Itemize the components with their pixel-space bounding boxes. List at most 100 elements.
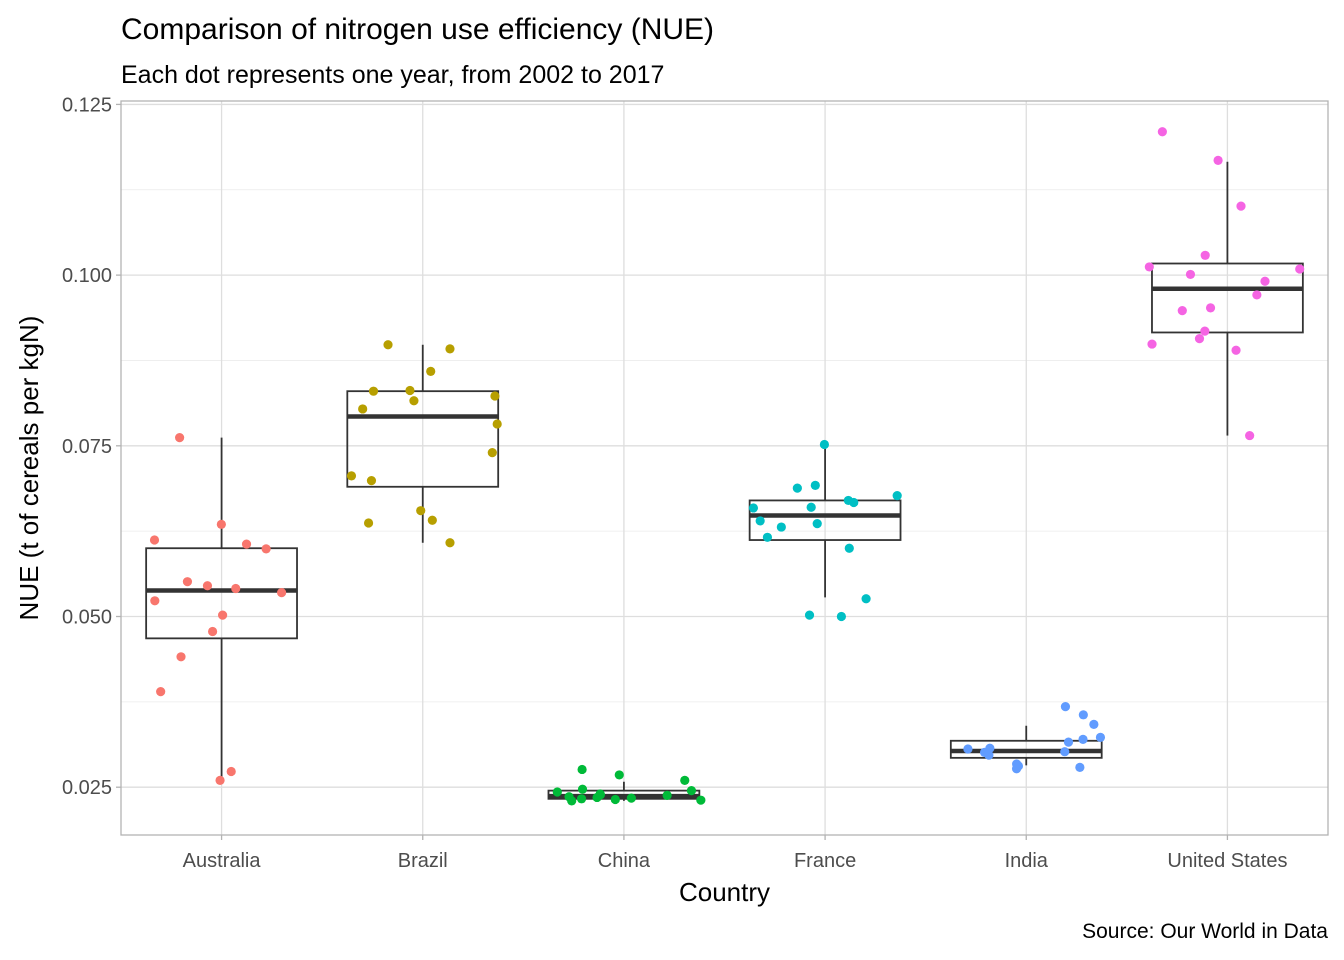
data-point (1260, 276, 1270, 286)
data-point (843, 495, 853, 506)
x-axis-title: Country (679, 877, 770, 907)
data-point (445, 538, 455, 548)
box-france (748, 444, 902, 598)
data-point (182, 577, 193, 587)
data-point (1177, 306, 1187, 316)
data-point (231, 583, 241, 594)
data-point (487, 448, 497, 458)
data-point (1060, 702, 1071, 712)
data-point (416, 506, 426, 516)
data-point (577, 784, 588, 794)
data-point (215, 775, 225, 785)
data-point (1295, 264, 1305, 274)
data-point (261, 544, 271, 554)
box-india (949, 725, 1103, 766)
data-point (1200, 326, 1210, 336)
data-point (1231, 345, 1241, 355)
data-point (1245, 430, 1255, 441)
chart-caption: Source: Our World in Data (1082, 920, 1328, 943)
x-tick-label: Brazil (398, 850, 448, 872)
data-point (1205, 303, 1216, 313)
chart-title: Comparison of nitrogen use efficiency (N… (121, 13, 715, 46)
data-point (844, 543, 854, 553)
points-australia (149, 433, 287, 785)
data-point (1157, 127, 1167, 137)
data-point (490, 391, 500, 401)
box-iqr (145, 547, 298, 640)
data-point (409, 396, 419, 406)
data-point (576, 794, 587, 804)
data-point (696, 795, 706, 805)
data-point (226, 766, 236, 777)
box-iqr (1151, 262, 1304, 334)
data-point (405, 385, 415, 396)
data-point (577, 764, 587, 775)
data-point (426, 366, 436, 376)
data-point (1089, 719, 1099, 729)
data-point (368, 386, 379, 396)
data-point (861, 594, 871, 604)
data-point (662, 790, 672, 800)
y-tick-label: 0.100 (62, 265, 112, 287)
data-point (892, 491, 902, 501)
data-point (1078, 734, 1088, 745)
data-point (595, 789, 605, 799)
data-point (1078, 710, 1088, 720)
data-point (277, 588, 287, 598)
data-point (445, 344, 455, 354)
data-point (366, 476, 377, 486)
data-point (149, 535, 160, 545)
data-point (762, 532, 773, 542)
points-france (748, 439, 902, 622)
data-point (963, 744, 973, 754)
points-china (552, 764, 706, 806)
box-iqr (346, 390, 500, 488)
chart-subtitle: Each dot represents one year, from 2002 … (121, 61, 665, 89)
data-point (1144, 262, 1154, 272)
data-point (755, 516, 765, 526)
data-point (836, 611, 846, 622)
points-brazil (346, 340, 502, 548)
box-united-states (1151, 161, 1304, 436)
data-point (1185, 269, 1196, 280)
data-point (810, 480, 820, 491)
data-point (1194, 334, 1205, 344)
data-point (358, 404, 368, 414)
data-point (1147, 339, 1157, 349)
points-united-states (1144, 127, 1305, 441)
y-tick-label: 0.125 (62, 94, 112, 116)
data-point (1012, 759, 1022, 769)
data-point (804, 610, 815, 620)
data-point (985, 743, 995, 753)
data-point (610, 794, 620, 805)
data-point (207, 626, 218, 637)
y-tick-label: 0.025 (62, 777, 112, 799)
data-point (1200, 250, 1210, 260)
data-point (1075, 762, 1085, 773)
data-point (806, 502, 816, 512)
box-australia (145, 437, 298, 781)
data-point (176, 652, 186, 662)
data-point (776, 522, 786, 532)
data-point (626, 793, 636, 803)
data-point (614, 770, 624, 780)
data-point (812, 519, 822, 529)
data-point (1060, 747, 1070, 757)
data-point (686, 786, 697, 796)
data-point (156, 687, 166, 697)
y-tick-label: 0.075 (62, 436, 112, 458)
data-point (492, 419, 502, 429)
data-point (552, 787, 562, 797)
x-tick-label: Australia (183, 850, 262, 872)
data-point (363, 518, 374, 528)
data-point (216, 519, 226, 529)
points-india (963, 702, 1106, 774)
data-point (217, 610, 228, 620)
data-point (1252, 290, 1262, 300)
jitter-points (149, 127, 1305, 806)
data-point (748, 503, 759, 513)
axes: 0.025 0.050 0.075 0.100 0.125 Australia Brazil… (62, 94, 1288, 872)
data-point (202, 581, 213, 591)
box-china (547, 781, 701, 801)
